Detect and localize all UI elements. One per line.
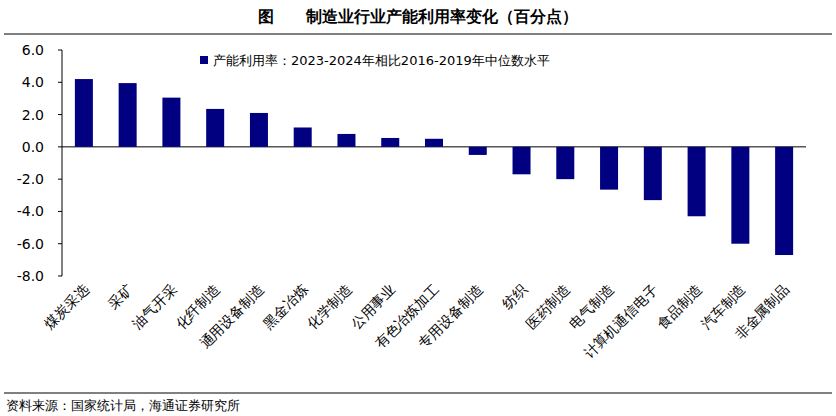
bar [162, 98, 180, 147]
x-tick-label: 化学制造 [304, 281, 355, 332]
y-tick-label: -4.0 [17, 203, 44, 219]
y-tick [58, 146, 62, 147]
y-tick-label: -2.0 [17, 171, 44, 187]
x-tick-label: 纺织 [499, 281, 530, 312]
y-tick [58, 82, 62, 83]
x-tick-label: 计算机通信电子 [580, 281, 661, 362]
bar [206, 109, 224, 147]
bar [644, 147, 662, 200]
y-tick-label: 4.0 [22, 74, 44, 90]
x-tick-label: 通用设备制造 [196, 281, 267, 352]
x-tick-label: 油气开采 [129, 281, 180, 332]
y-tick [58, 243, 62, 244]
x-tick-label: 医药制造 [523, 281, 574, 332]
source-rule [4, 393, 832, 394]
bar [75, 79, 93, 147]
y-tick [58, 50, 62, 51]
bar [250, 113, 268, 147]
source-note: 资料来源：国家统计局，海通证券研究所 [6, 398, 240, 413]
y-tick-label: 0.0 [22, 139, 44, 155]
x-tick-label: 采矿 [105, 281, 136, 312]
x-tick-label: 专用设备制造 [415, 281, 486, 352]
title-rule [4, 33, 832, 34]
bars [75, 79, 793, 255]
bar [294, 127, 312, 146]
x-tick-label: 煤炭采选 [41, 281, 92, 332]
y-tick [58, 276, 62, 277]
bar [381, 138, 399, 147]
y-tick-label: 2.0 [22, 107, 44, 123]
y-tick-label: 6.0 [22, 42, 44, 58]
bar [556, 147, 574, 179]
y-axis [62, 50, 63, 276]
y-tick-label: -8.0 [17, 268, 44, 284]
y-tick [58, 179, 62, 180]
title: 图 制造业行业产能利用率变化（百分点） [258, 7, 578, 26]
bar [469, 147, 487, 155]
y-tick [58, 211, 62, 212]
bar [119, 83, 137, 147]
bar [425, 139, 443, 147]
bar [337, 134, 355, 147]
legend-label: 产能利用率：2023-2024年相比2016-2019年中位数水平 [213, 53, 550, 68]
bar [688, 147, 706, 216]
bar [513, 147, 531, 174]
bar [775, 147, 793, 255]
chart-container: 图 制造业行业产能利用率变化（百分点） -8.0 -6.0 -4.0 -2.0 0.0 2.… [0, 0, 836, 416]
x-tick-label: 非金属制品 [731, 281, 792, 342]
x-tick-label: 黑金冶炼 [260, 281, 311, 332]
bar [731, 147, 749, 244]
x-tick-label: 食品制造 [654, 281, 705, 332]
bar [600, 147, 618, 190]
y-tick-label: -6.0 [17, 236, 44, 252]
y-tick [58, 114, 62, 115]
chart: 图 制造业行业产能利用率变化（百分点） -8.0 -6.0 -4.0 -2.0 0.0 2.… [0, 0, 836, 416]
legend-swatch [200, 56, 208, 64]
